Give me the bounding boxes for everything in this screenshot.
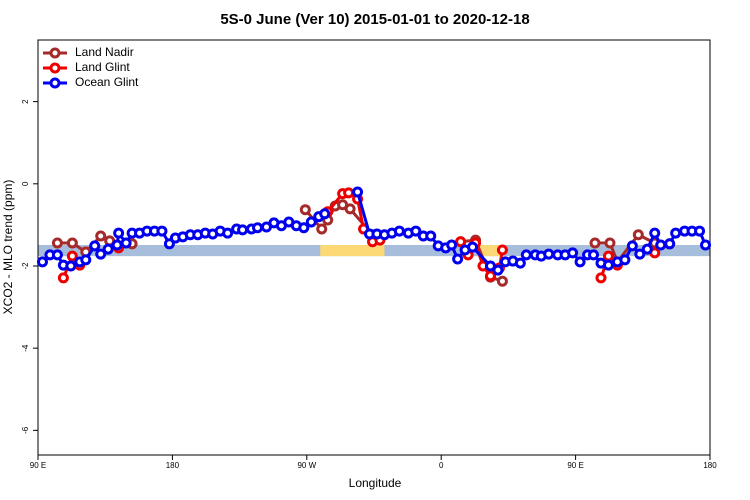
data-point xyxy=(588,249,600,261)
y-tick-label: 0 xyxy=(21,181,30,186)
data-point xyxy=(89,240,101,252)
x-tick-label: 0 xyxy=(439,461,444,470)
data-point xyxy=(252,222,264,234)
x-tick-label: 180 xyxy=(703,461,717,470)
data-point xyxy=(641,243,653,255)
y-tick-label: -4 xyxy=(21,344,30,352)
data-point xyxy=(343,187,355,199)
data-point xyxy=(80,254,92,266)
data-point xyxy=(520,249,532,261)
data-point xyxy=(446,239,458,251)
data-point xyxy=(694,225,706,237)
data-point xyxy=(298,222,310,234)
data-point xyxy=(602,250,614,262)
y-tick-label: -6 xyxy=(21,426,30,434)
y-tick-label: -2 xyxy=(21,262,30,270)
y-tick-label: 2 xyxy=(21,99,30,104)
data-point xyxy=(670,227,682,239)
data-point xyxy=(492,264,504,276)
data-point xyxy=(655,239,667,251)
data-point xyxy=(626,240,638,252)
data-point xyxy=(574,256,586,268)
legend-marker xyxy=(49,62,61,74)
legend-label: Ocean Glint xyxy=(75,75,139,89)
highlight-region xyxy=(478,245,501,257)
legend-marker xyxy=(49,47,61,59)
data-point xyxy=(543,248,555,260)
data-point xyxy=(95,248,107,260)
data-point xyxy=(452,253,464,265)
data-point xyxy=(514,257,526,269)
data-point xyxy=(410,225,422,237)
x-tick-label: 90 E xyxy=(567,461,583,470)
data-point xyxy=(664,238,676,250)
data-point xyxy=(319,208,331,220)
data-point xyxy=(567,247,579,259)
data-point xyxy=(111,239,123,251)
data-point xyxy=(632,229,644,241)
data-point xyxy=(65,260,77,272)
data-point xyxy=(700,239,712,251)
legend-label: Land Glint xyxy=(75,60,130,74)
data-point xyxy=(66,250,78,262)
x-tick-label: 180 xyxy=(166,461,180,470)
x-axis-label: Longitude xyxy=(349,476,402,490)
data-point xyxy=(352,186,364,198)
data-point xyxy=(305,216,317,228)
data-point xyxy=(120,237,132,249)
legend-label: Land Nadir xyxy=(75,45,134,59)
y-axis-label: XCO2 - MLO trend (ppm) xyxy=(1,180,15,315)
data-point xyxy=(102,243,114,255)
data-point xyxy=(595,272,607,284)
data-point xyxy=(316,223,328,235)
highlight-region xyxy=(320,245,385,257)
data-point xyxy=(95,230,107,242)
data-point xyxy=(496,244,508,256)
data-point xyxy=(113,227,125,239)
x-tick-label: 90 W xyxy=(297,461,316,470)
data-point xyxy=(589,237,601,249)
data-point xyxy=(484,270,496,282)
data-point xyxy=(649,227,661,239)
data-point xyxy=(299,204,311,216)
data-point xyxy=(467,241,479,253)
x-tick-label: 90 E xyxy=(30,461,46,470)
data-point xyxy=(344,203,356,215)
data-point xyxy=(57,272,69,284)
data-point xyxy=(496,275,508,287)
data-point xyxy=(51,249,63,261)
data-point xyxy=(602,259,614,271)
data-point xyxy=(36,256,48,268)
data-point xyxy=(222,227,234,239)
data-point xyxy=(393,225,405,237)
data-point xyxy=(66,237,78,249)
data-point xyxy=(619,254,631,266)
data-point xyxy=(51,237,63,249)
legend-marker xyxy=(49,77,61,89)
data-point xyxy=(156,225,168,237)
data-point xyxy=(425,230,437,242)
data-point xyxy=(634,248,646,260)
chart-title: 5S-0 June (Ver 10) 2015-01-01 to 2020-12… xyxy=(220,11,529,28)
data-point xyxy=(237,224,249,236)
data-point xyxy=(604,237,616,249)
data-point xyxy=(455,236,467,248)
